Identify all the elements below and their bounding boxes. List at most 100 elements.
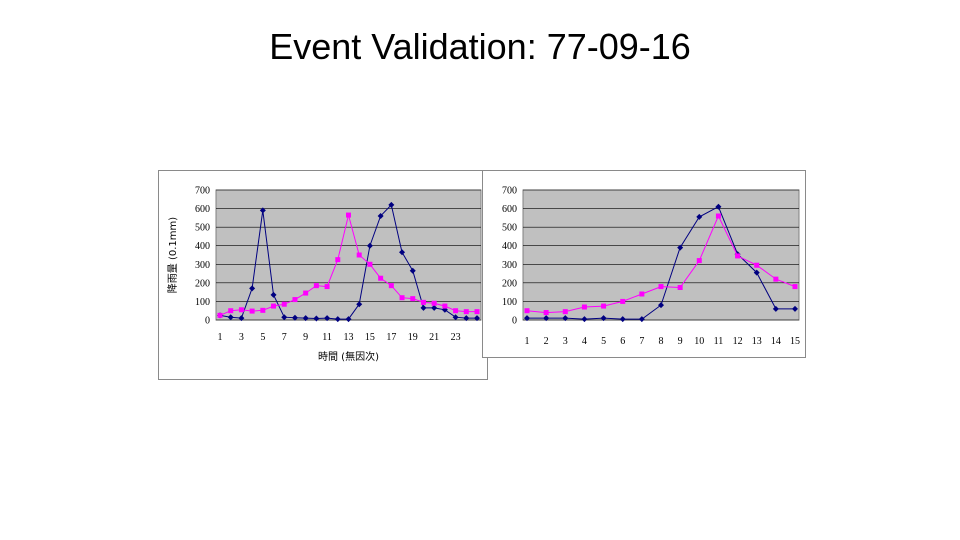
x-tick-label: 13 bbox=[752, 336, 762, 347]
data-point-square bbox=[715, 213, 721, 219]
data-point-diamond bbox=[441, 306, 448, 313]
data-point-diamond bbox=[302, 315, 309, 322]
y-tick-label: 300 bbox=[195, 260, 210, 271]
data-point-square bbox=[463, 309, 469, 315]
data-point-diamond bbox=[409, 267, 416, 274]
data-point-square bbox=[367, 261, 373, 267]
data-point-square bbox=[677, 285, 683, 290]
data-point-diamond bbox=[313, 315, 320, 322]
data-point-diamond bbox=[562, 315, 569, 322]
y-tick-label: 400 bbox=[195, 241, 210, 252]
data-point-diamond bbox=[259, 207, 266, 214]
data-point-diamond bbox=[356, 301, 363, 308]
data-point-diamond bbox=[600, 315, 607, 322]
data-point-diamond bbox=[399, 249, 406, 256]
data-point-diamond bbox=[658, 302, 664, 309]
data-point-square bbox=[238, 307, 244, 313]
plot-area bbox=[215, 189, 482, 321]
x-tick-label: 4 bbox=[582, 336, 587, 347]
data-point-square bbox=[217, 312, 223, 318]
data-point-square bbox=[792, 284, 798, 290]
y-tick-label: 400 bbox=[502, 241, 517, 252]
plot-area bbox=[522, 189, 800, 321]
x-tick-label: 7 bbox=[639, 336, 644, 347]
data-point-square bbox=[271, 303, 277, 309]
data-point-diamond bbox=[696, 213, 703, 220]
data-point-diamond bbox=[334, 316, 341, 323]
data-point-square bbox=[313, 283, 319, 289]
x-tick-label: 19 bbox=[408, 332, 418, 343]
y-tick-label: 500 bbox=[195, 223, 210, 234]
data-point-diamond bbox=[227, 314, 234, 321]
x-tick-label: 8 bbox=[659, 336, 664, 347]
y-tick-label: 0 bbox=[205, 316, 210, 327]
y-axis-title: 降雨量 (0.1mm) bbox=[166, 217, 179, 293]
x-tick-label: 14 bbox=[771, 336, 781, 347]
y-tick-label: 600 bbox=[502, 204, 517, 215]
data-point-square bbox=[639, 291, 645, 297]
data-point-square bbox=[420, 299, 426, 305]
x-tick-label: 5 bbox=[601, 336, 606, 347]
data-point-diamond bbox=[281, 314, 288, 321]
data-point-diamond bbox=[238, 315, 245, 322]
data-point-diamond bbox=[524, 315, 530, 322]
data-point-square bbox=[410, 296, 416, 302]
data-point-square bbox=[543, 310, 549, 316]
data-point-diamond bbox=[324, 315, 331, 322]
x-tick-label: 11 bbox=[714, 336, 724, 347]
data-point-diamond bbox=[638, 316, 645, 323]
data-point-diamond bbox=[431, 304, 438, 311]
data-point-diamond bbox=[388, 201, 395, 208]
data-point-square bbox=[399, 295, 405, 301]
data-point-square bbox=[620, 298, 626, 304]
data-point-square bbox=[356, 252, 362, 258]
slide-title: Event Validation: 77-09-16 bbox=[269, 26, 691, 67]
data-point-square bbox=[431, 300, 437, 306]
x-tick-label: 12 bbox=[733, 336, 743, 347]
data-point-diamond bbox=[581, 316, 588, 323]
data-point-square bbox=[378, 275, 384, 281]
data-point-square bbox=[292, 297, 298, 303]
x-tick-label: 21 bbox=[429, 332, 439, 343]
x-tick-label: 11 bbox=[322, 332, 332, 343]
y-tick-label: 500 bbox=[502, 223, 517, 234]
x-tick-label: 9 bbox=[678, 336, 683, 347]
y-tick-label: 600 bbox=[195, 204, 210, 215]
data-point-diamond bbox=[291, 314, 298, 321]
data-point-square bbox=[658, 284, 664, 290]
x-tick-label: 5 bbox=[260, 332, 265, 343]
y-tick-label: 200 bbox=[195, 278, 210, 289]
data-point-square bbox=[260, 307, 266, 313]
data-point-square bbox=[228, 308, 234, 314]
x-tick-label: 17 bbox=[386, 332, 396, 343]
data-point-diamond bbox=[753, 269, 760, 276]
data-point-diamond bbox=[677, 244, 684, 251]
x-tick-label: 2 bbox=[544, 336, 549, 347]
x-tick-label: 3 bbox=[239, 332, 244, 343]
data-point-square bbox=[524, 308, 530, 314]
data-point-diamond bbox=[792, 305, 798, 312]
x-tick-label: 10 bbox=[694, 336, 704, 347]
data-point-diamond bbox=[377, 213, 384, 219]
data-point-square bbox=[303, 290, 309, 296]
y-tick-label: 700 bbox=[195, 186, 210, 197]
x-tick-label: 3 bbox=[563, 336, 568, 347]
data-point-diamond bbox=[420, 304, 427, 311]
data-point-square bbox=[735, 253, 741, 259]
data-point-diamond bbox=[543, 315, 550, 322]
y-tick-label: 100 bbox=[195, 297, 210, 308]
data-point-square bbox=[281, 301, 287, 307]
y-tick-label: 100 bbox=[502, 297, 517, 308]
data-point-square bbox=[773, 276, 779, 282]
y-tick-label: 700 bbox=[502, 186, 517, 197]
y-tick-label: 200 bbox=[502, 278, 517, 289]
data-point-diamond bbox=[463, 315, 470, 322]
data-point-diamond bbox=[474, 315, 480, 322]
x-tick-label: 23 bbox=[451, 332, 461, 343]
data-point-diamond bbox=[345, 316, 352, 323]
data-point-square bbox=[562, 309, 568, 315]
x-tick-label: 15 bbox=[790, 336, 800, 347]
data-point-diamond bbox=[366, 242, 373, 249]
data-point-square bbox=[474, 309, 480, 315]
